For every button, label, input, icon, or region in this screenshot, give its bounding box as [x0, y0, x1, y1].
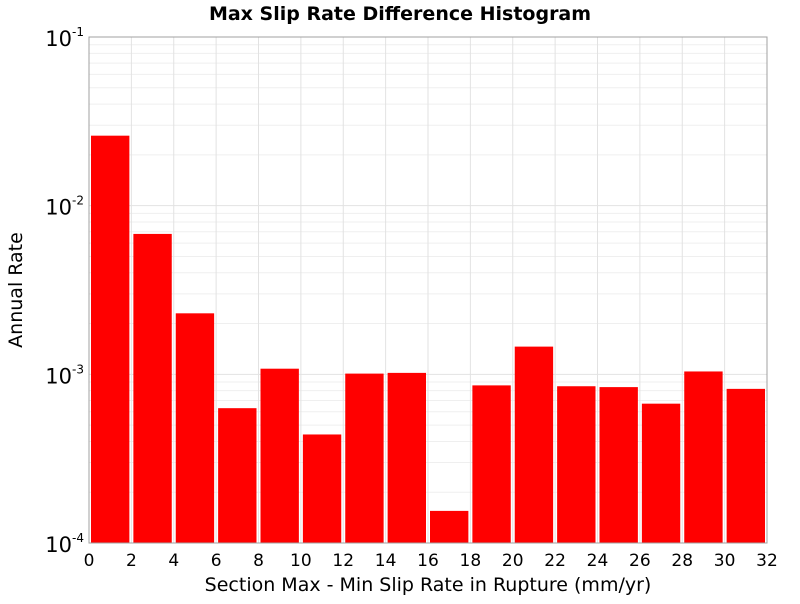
y-tick-base: 10 — [45, 196, 72, 220]
plot-frame — [88, 36, 768, 544]
x-tick-label: 28 — [671, 551, 693, 571]
y-tick-label: 10 -1 — [45, 25, 84, 51]
x-tick-label: 6 — [211, 551, 222, 571]
x-axis-label: Section Max - Min Slip Rate in Rupture (… — [205, 574, 652, 596]
x-tick-label: 14 — [375, 551, 397, 571]
y-tick-label: 10 -3 — [45, 362, 84, 388]
chart-title: Max Slip Rate Difference Histogram — [209, 3, 591, 25]
histogram-bar — [430, 510, 469, 543]
histogram-bar — [641, 403, 681, 543]
histogram-bar — [557, 386, 596, 543]
x-tick-label: 24 — [587, 551, 609, 571]
y-tick-exponent: -2 — [72, 194, 84, 208]
y-tick-label: 10 -4 — [45, 531, 84, 557]
histogram-bar — [514, 346, 554, 543]
x-tick-label: 16 — [417, 551, 439, 571]
histogram-bar — [218, 408, 257, 543]
y-tick-label: 10 -2 — [45, 194, 84, 220]
x-tick-label: 20 — [502, 551, 524, 571]
histogram-bar — [175, 313, 215, 543]
x-tick-label: 18 — [460, 551, 482, 571]
histogram-bar — [260, 368, 299, 543]
histogram-bar — [684, 371, 723, 543]
histogram-bar — [726, 388, 765, 543]
x-tick-label: 12 — [332, 551, 354, 571]
y-tick-base: 10 — [45, 533, 72, 557]
x-tick-label: 32 — [756, 551, 778, 571]
histogram-bar — [133, 233, 172, 544]
y-axis-label: Annual Rate — [5, 232, 27, 348]
bars — [91, 135, 765, 544]
histogram-bar — [599, 387, 638, 543]
histogram-bar — [345, 373, 384, 543]
histogram-bar — [387, 372, 426, 543]
y-tick-base: 10 — [45, 364, 72, 388]
x-tick-labels: 0 2 4 6 8 10 12 14 16 18 20 22 24 26 28 30 32 — [84, 551, 778, 571]
x-tick-label: 22 — [544, 551, 566, 571]
histogram-bar — [472, 385, 511, 543]
x-tick-label: 8 — [253, 551, 264, 571]
x-tick-label: 0 — [84, 551, 95, 571]
x-tick-label: 10 — [290, 551, 312, 571]
y-tick-labels: 10-110-210-310-4 — [45, 25, 84, 557]
x-tick-label: 4 — [168, 551, 179, 571]
y-tick-exponent: -1 — [72, 25, 84, 39]
y-tick-exponent: -4 — [72, 531, 84, 545]
histogram-bar — [91, 135, 130, 543]
histogram-bar — [302, 434, 342, 543]
x-tick-label: 2 — [126, 551, 137, 571]
y-tick-exponent: -3 — [72, 362, 84, 376]
x-tick-label: 30 — [714, 551, 736, 571]
y-tick-base: 10 — [45, 27, 72, 51]
x-tick-label: 26 — [629, 551, 651, 571]
